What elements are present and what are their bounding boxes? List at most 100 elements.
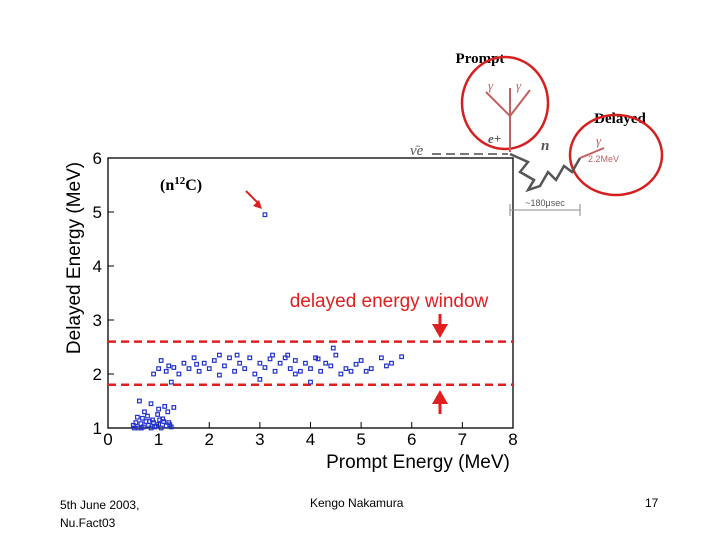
data-point: [257, 360, 263, 366]
data-point: [242, 366, 248, 371]
data-point: [133, 420, 139, 425]
data-point: [139, 425, 144, 431]
data-point: [308, 379, 313, 385]
window-label: delayed energy window: [290, 291, 489, 312]
data-point: [285, 352, 291, 358]
data-point: [158, 425, 164, 431]
data-point: [138, 421, 144, 427]
data-point: [130, 422, 136, 428]
x-axis-ticks: 0 1 2 3 4 5 6 7 8: [103, 422, 518, 449]
x-tick-label: 7: [458, 430, 467, 449]
data-point: [315, 356, 321, 362]
data-point: [247, 355, 253, 361]
capture-annotation: (n12C): [160, 175, 202, 194]
x-tick-label: 8: [508, 430, 517, 449]
data-point: [384, 363, 389, 369]
data-point: [168, 379, 174, 385]
data-point: [252, 371, 258, 377]
data-point: [151, 371, 156, 377]
x-axis-label: Prompt Energy (MeV): [326, 452, 510, 473]
data-point: [147, 419, 152, 424]
data-point: [368, 366, 374, 371]
footer-author: Kengo Nakamura: [310, 496, 404, 510]
arrow-up-head-icon: [432, 390, 448, 404]
ibd-diagram: Prompt Delayed ν̄e e+ γ γ n γ 2.2MeV ~18…: [410, 51, 664, 216]
data-point: [140, 415, 145, 421]
data-point: [158, 358, 164, 363]
capture-gamma-track: [579, 147, 605, 159]
data-point: [323, 360, 329, 366]
y-tick-label: 3: [93, 311, 102, 330]
data-point: [171, 365, 177, 370]
y-axis-label: Delayed Energy (MeV): [64, 162, 85, 354]
data-point: [303, 360, 308, 366]
data-point: [338, 371, 344, 377]
data-point: [270, 352, 275, 358]
x-tick-label: 5: [356, 430, 365, 449]
data-point: [152, 424, 157, 430]
data-point: [343, 366, 349, 371]
data-point: [131, 425, 137, 431]
data-point: [156, 421, 162, 427]
capture-element: C): [185, 177, 202, 194]
data-point: [348, 368, 354, 374]
data-point: [292, 371, 298, 377]
data-point: [156, 366, 162, 371]
positron-label: e+: [488, 131, 501, 146]
x-tick-label: 1: [154, 430, 163, 449]
y-tick-label: 6: [93, 149, 102, 168]
data-point: [211, 358, 217, 363]
data-point: [134, 414, 140, 420]
x-tick-label: 4: [306, 430, 315, 449]
data-point: [363, 368, 369, 374]
data-point: [216, 352, 222, 358]
y-tick-label: 2: [93, 365, 102, 384]
data-point: [330, 345, 336, 351]
data-point: [186, 366, 192, 371]
data-point: [222, 363, 227, 369]
data-point: [148, 401, 154, 407]
data-point: [287, 366, 293, 371]
data-point: [216, 372, 222, 378]
arrow-down-head-icon: [432, 324, 448, 338]
footer-date-line2: Nu.Fact03: [60, 516, 116, 530]
neutron-random-walk: [509, 152, 582, 193]
data-point: [297, 368, 303, 374]
y-tick-label: 4: [93, 257, 102, 276]
capture-gamma-energy: 2.2MeV: [588, 154, 619, 164]
data-point: [191, 355, 197, 361]
data-point: [201, 360, 207, 366]
y-tick-label: 1: [93, 419, 102, 438]
prompt-label: Prompt: [456, 51, 505, 67]
data-point: [399, 354, 405, 360]
data-point: [181, 360, 187, 366]
data-point: [318, 368, 324, 374]
data-point: [156, 406, 162, 412]
data-point: [262, 365, 268, 370]
delayed-energy-window: [108, 340, 513, 387]
y-tick-label: 5: [93, 203, 102, 222]
data-point: [378, 355, 384, 361]
data-point: [163, 368, 169, 374]
gamma-label-right: γ: [516, 78, 522, 93]
data-point: [389, 360, 394, 366]
window-arrows: [432, 314, 448, 414]
data-point: [196, 368, 202, 374]
data-point: [145, 413, 150, 419]
data-point: [237, 360, 243, 366]
data-point: [267, 356, 273, 362]
x-tick-label: 0: [103, 430, 112, 449]
y-axis-ticks: 1 2 3 4 5 6: [93, 149, 114, 438]
x-tick-label: 3: [255, 430, 264, 449]
data-point: [292, 358, 298, 363]
data-point: [167, 422, 173, 428]
data-point: [313, 355, 318, 361]
data-point: [358, 358, 364, 363]
footer-date-line1: 5th June 2003,: [60, 498, 140, 512]
data-point: [171, 405, 177, 410]
x-tick-label: 2: [205, 430, 214, 449]
data-point: [282, 355, 288, 361]
data-point: [232, 368, 237, 374]
data-point: [155, 412, 161, 417]
